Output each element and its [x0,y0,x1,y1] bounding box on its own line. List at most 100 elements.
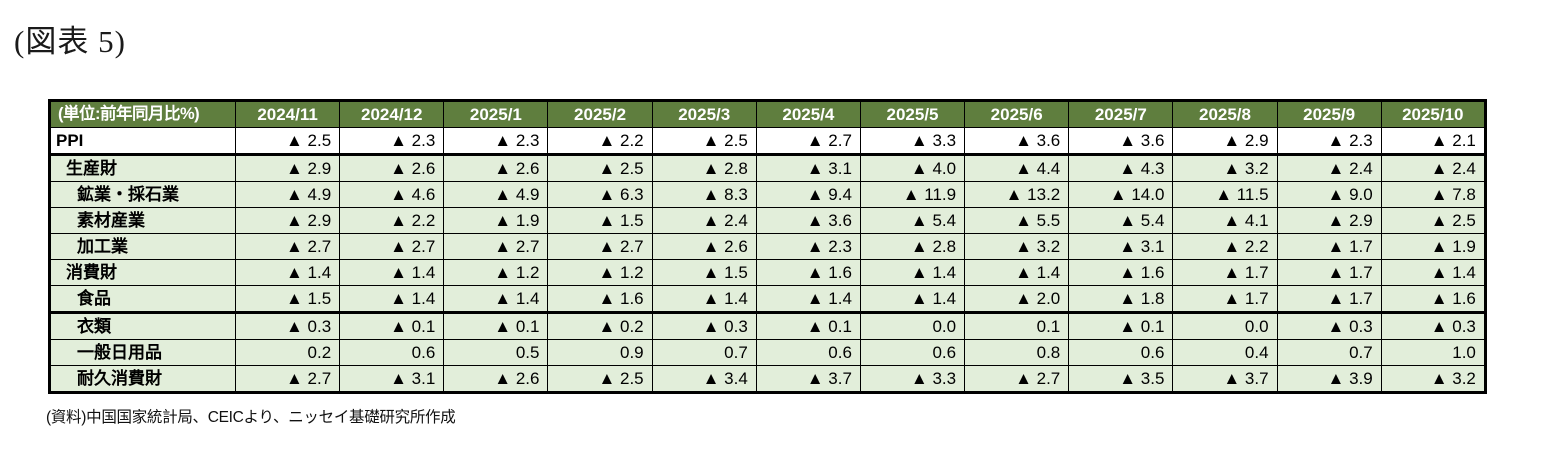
value-cell: ▲ 1.2 [547,259,653,286]
value-cell: ▲ 9.4 [755,181,861,208]
value-cell: ▲ 3.2 [1380,365,1486,393]
row-label: 衣類 [49,312,236,340]
table-row: 加工業 ▲ 2.7 ▲ 2.7 ▲ 2.7 ▲ 2.7 ▲ 2.6 ▲ 2.3 ▲ 2.8 ▲ … [49,233,1486,260]
value-cell: ▲ 2.5 [1380,207,1486,234]
table-row: 鉱業・採石業 ▲ 4.9 ▲ 4.6 ▲ 4.9 ▲ 6.3 ▲ 8.3 ▲ 9.4 ▲ 11… [49,181,1486,208]
value-cell: ▲ 0.1 [1068,312,1174,340]
value-cell: ▲ 2.4 [651,207,757,234]
value-cell: ▲ 1.4 [859,259,966,286]
value-cell: ▲ 4.1 [1172,207,1278,234]
value-cell: ▲ 1.7 [1276,233,1382,260]
value-cell: ▲ 3.1 [339,365,445,393]
value-cell: ▲ 1.6 [755,259,861,286]
value-cell: ▲ 3.9 [1276,365,1382,393]
value-cell: ▲ 0.3 [234,312,341,340]
value-cell: ▲ 2.7 [234,365,341,393]
value-cell: ▲ 3.1 [1068,233,1174,260]
value-cell: ▲ 5.5 [964,207,1070,234]
row-label: 加工業 [49,233,236,260]
row-label: 消費財 [49,259,236,286]
value-cell: 0.8 [964,339,1070,366]
month-column-header: 2025/1 [443,100,549,128]
value-cell: 0.4 [1172,339,1278,366]
value-cell: ▲ 2.7 [443,233,549,260]
table-row: 一般日用品 0.2 0.6 0.5 0.9 0.7 0.6 0.6 0.8 0.6 0.4 0.7 1.… [49,339,1486,366]
value-cell: ▲ 11.9 [859,181,966,208]
value-cell: ▲ 1.7 [1172,285,1278,314]
value-cell: ▲ 1.5 [234,285,341,314]
value-cell: ▲ 3.6 [1068,127,1174,156]
value-cell: ▲ 14.0 [1068,181,1174,208]
row-label: 一般日用品 [49,339,236,366]
value-cell: ▲ 2.8 [651,154,757,182]
month-column-header: 2025/4 [755,100,861,128]
value-cell: ▲ 4.9 [443,181,549,208]
value-cell: ▲ 2.9 [234,207,341,234]
table-row: 衣類 ▲ 0.3 ▲ 0.1 ▲ 0.1 ▲ 0.2 ▲ 0.3 ▲ 0.1 0.0 0.1 ▲ … [49,312,1486,340]
value-cell: ▲ 3.2 [1172,154,1278,182]
value-cell: ▲ 3.7 [755,365,861,393]
value-cell: 0.7 [1276,339,1382,366]
value-cell: ▲ 2.2 [1172,233,1278,260]
value-cell: ▲ 2.5 [547,154,653,182]
value-cell: ▲ 1.4 [234,259,341,286]
figure-title: (図表 5) [14,24,126,59]
month-column-header: 2025/5 [859,100,966,128]
source-note: (資料)中国国家統計局、CEICより、ニッセイ基礎研究所作成 [46,409,456,426]
value-cell: ▲ 1.4 [755,285,861,314]
value-cell: ▲ 2.9 [1276,207,1382,234]
value-cell: ▲ 1.5 [651,259,757,286]
month-column-header: 2025/7 [1068,100,1174,128]
value-cell: ▲ 0.3 [1380,312,1486,340]
table-row: 耐久消費財 ▲ 2.7 ▲ 3.1 ▲ 2.6 ▲ 2.5 ▲ 3.4 ▲ 3.7 ▲ 3.3… [49,365,1486,393]
value-cell: 0.6 [1068,339,1174,366]
value-cell: ▲ 3.6 [755,207,861,234]
value-cell: ▲ 0.1 [443,312,549,340]
table-row: 食品 ▲ 1.5 ▲ 1.4 ▲ 1.4 ▲ 1.6 ▲ 1.4 ▲ 1.4 ▲ 1.4 ▲ 2… [49,285,1486,314]
value-cell: 0.6 [859,339,966,366]
value-cell: 0.0 [1172,312,1278,340]
row-label: 生産財 [49,154,236,182]
value-cell: ▲ 3.6 [964,127,1070,156]
value-cell: ▲ 3.1 [755,154,861,182]
unit-header-cell: (単位:前年同月比%) [49,100,236,128]
value-cell: ▲ 1.4 [651,285,757,314]
value-cell: ▲ 0.3 [651,312,757,340]
value-cell: ▲ 2.5 [234,127,341,156]
value-cell: 0.6 [339,339,445,366]
value-cell: ▲ 2.7 [964,365,1070,393]
value-cell: 0.1 [964,312,1070,340]
value-cell: ▲ 1.7 [1276,259,1382,286]
value-cell: ▲ 8.3 [651,181,757,208]
value-cell: ▲ 1.2 [443,259,549,286]
value-cell: ▲ 2.8 [859,233,966,260]
value-cell: ▲ 2.0 [964,285,1070,314]
row-label: 素材産業 [49,207,236,234]
value-cell: ▲ 3.4 [651,365,757,393]
value-cell: ▲ 3.3 [859,365,966,393]
value-cell: ▲ 1.6 [547,285,653,314]
value-cell: ▲ 2.6 [443,154,549,182]
table-row: 生産財 ▲ 2.9 ▲ 2.6 ▲ 2.6 ▲ 2.5 ▲ 2.8 ▲ 3.1 ▲ 4.0 ▲ … [49,154,1486,182]
value-cell: ▲ 1.4 [443,285,549,314]
value-cell: ▲ 4.3 [1068,154,1174,182]
table-row: 消費財 ▲ 1.4 ▲ 1.4 ▲ 1.2 ▲ 1.2 ▲ 1.5 ▲ 1.6 ▲ 1.4 ▲ … [49,259,1486,286]
value-cell: ▲ 2.5 [547,365,653,393]
value-cell: ▲ 4.4 [964,154,1070,182]
value-cell: ▲ 1.9 [443,207,549,234]
value-cell: ▲ 1.7 [1172,259,1278,286]
month-column-header: 2025/8 [1172,100,1278,128]
value-cell: ▲ 2.6 [651,233,757,260]
value-cell: ▲ 2.9 [1172,127,1278,156]
value-cell: ▲ 2.4 [1276,154,1382,182]
month-column-header: 2024/12 [339,100,445,128]
month-column-header: 2025/3 [651,100,757,128]
value-cell: 0.2 [234,339,341,366]
row-label: PPI [49,127,236,156]
month-column-header: 2025/9 [1276,100,1382,128]
value-cell: ▲ 1.4 [1380,259,1486,286]
value-cell: 0.7 [651,339,757,366]
value-cell: ▲ 1.6 [1380,285,1486,314]
value-cell: 1.0 [1380,339,1486,366]
value-cell: 0.0 [859,312,966,340]
